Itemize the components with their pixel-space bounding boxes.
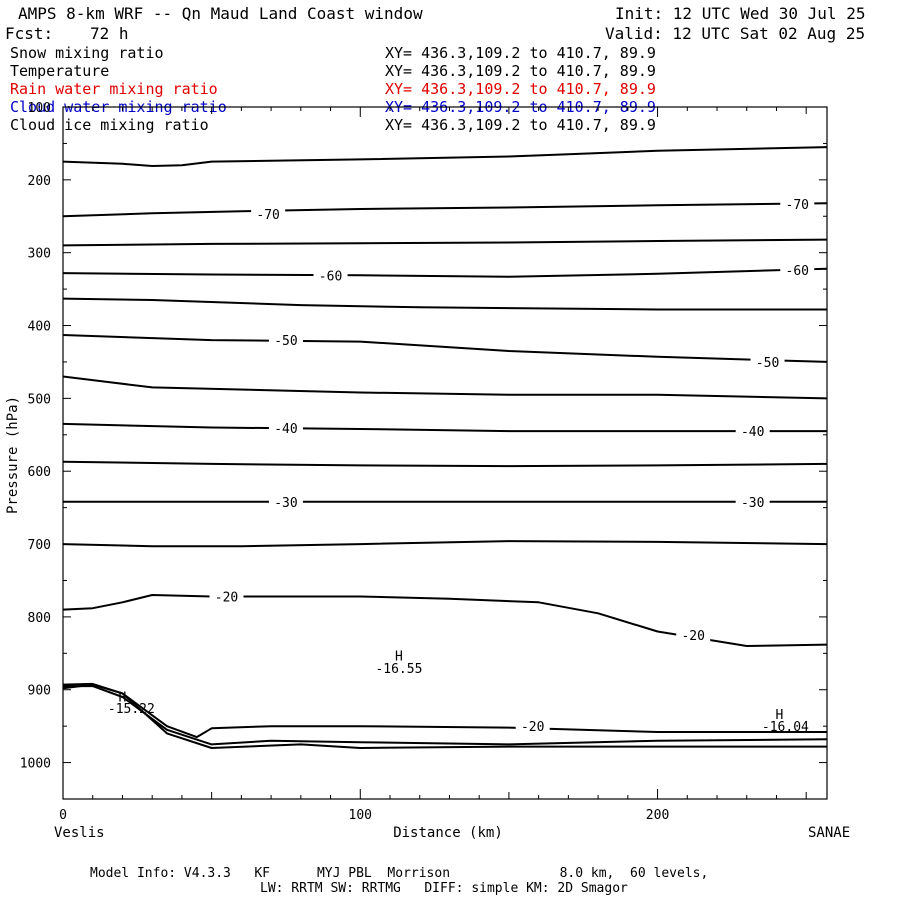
contour-line <box>62 146 828 167</box>
y-tick-label: 1000 <box>20 757 51 772</box>
high-center-annotation: -16.55 <box>375 662 422 677</box>
contour-line <box>62 202 828 218</box>
y-tick-label: 700 <box>28 538 51 553</box>
left-endpoint-label: Veslis <box>54 825 105 841</box>
contour-label-bg <box>735 423 770 440</box>
contour-label-bg <box>676 627 711 644</box>
contour-label-bg <box>735 493 770 510</box>
contour-line <box>62 238 828 247</box>
contour-labels: -70 -70 -60 -60 -50 -50 -40 -40 -30 -30 -20 -20 -20 H… <box>108 195 815 735</box>
contour-line <box>62 594 828 647</box>
high-center-annotation: -16.04 <box>762 720 809 735</box>
field-xy: XY= 436.3,109.2 to 410.7, 89.9 <box>385 44 656 62</box>
x-axis-label: Distance (km) <box>393 825 503 841</box>
contour-label: -60 <box>319 269 342 284</box>
contour-line <box>62 297 827 311</box>
contour-label: -70 <box>786 198 809 213</box>
contour-label-bg <box>313 267 348 284</box>
x-tick-label: 100 <box>349 808 372 823</box>
contour-label-bg <box>780 262 815 279</box>
contour-label-bg <box>268 420 303 437</box>
contour-label: -30 <box>741 496 764 511</box>
x-tick-label: 200 <box>646 808 669 823</box>
contour-label: -50 <box>756 356 779 371</box>
y-tick-label: 300 <box>28 247 51 262</box>
contour-label-bg <box>750 353 785 370</box>
field-name: Temperature <box>10 62 110 80</box>
contour-label-bg <box>209 588 244 605</box>
axis-ticks: 100 200 300 400 500 600 700 800 900 1000 0 100 200 <box>20 101 827 823</box>
contour-line <box>62 540 828 548</box>
field-name: Rain water mixing ratio <box>10 80 218 98</box>
x-tick-label: 0 <box>59 808 67 823</box>
contour-label: -20 <box>521 720 544 735</box>
contour-label-bg <box>268 493 303 510</box>
contour-line <box>63 685 828 746</box>
y-axis-label: Pressure (hPa) <box>5 396 21 514</box>
high-center-annotation: -15.22 <box>108 702 155 717</box>
y-tick-label: 600 <box>28 465 51 480</box>
y-tick-label: 900 <box>28 684 51 699</box>
contour-label: -70 <box>256 208 279 223</box>
y-tick-label: 800 <box>28 611 51 626</box>
field-xy: XY= 436.3,109.2 to 410.7, 89.9 <box>385 80 656 98</box>
contour-label: -40 <box>741 425 764 440</box>
field-name: Cloud ice mixing ratio <box>10 116 209 134</box>
init-time: Init: 12 UTC Wed 30 Jul 25 <box>615 4 866 23</box>
valid-time: Valid: 12 UTC Sat 02 Aug 25 <box>605 24 866 43</box>
y-tick-label: 400 <box>28 320 51 335</box>
contour-line <box>62 267 828 278</box>
forecast-value: 72 h <box>90 24 129 43</box>
right-endpoint-label: SANAE <box>808 825 850 841</box>
high-center-annotation: H <box>119 690 127 705</box>
contour-label: -40 <box>274 422 297 437</box>
y-tick-label: 100 <box>28 101 51 116</box>
y-tick-label: 200 <box>28 174 51 189</box>
contour-label: -30 <box>274 496 297 511</box>
high-center-annotation: H <box>395 650 403 665</box>
contour-label-bg <box>251 206 286 223</box>
contour-label: -20 <box>215 590 238 605</box>
contour-line <box>62 334 828 363</box>
contour-label: -60 <box>786 264 809 279</box>
plot-frame <box>62 106 828 800</box>
model-info-line1: Model Info: V4.3.3 KF MYJ PBL Morrison 8… <box>90 866 709 881</box>
contour-label-bg <box>515 718 550 735</box>
contour-label-bg <box>268 332 303 349</box>
y-tick-label: 500 <box>28 392 51 407</box>
field-xy: XY= 436.3,109.2 to 410.7, 89.9 <box>385 62 656 80</box>
contour-line <box>62 682 827 739</box>
model-info-line2: LW: RRTM SW: RRTMG DIFF: simple KM: 2D S… <box>260 881 628 896</box>
field-name: Snow mixing ratio <box>10 44 164 62</box>
contour-label-bg <box>780 195 815 212</box>
contour-line <box>62 460 828 468</box>
chart-title: AMPS 8-km WRF -- Qn Maud Land Coast wind… <box>18 4 423 23</box>
field-xy: XY= 436.3,109.2 to 410.7, 89.9 <box>385 116 656 134</box>
high-center-annotation: H <box>776 708 784 723</box>
contour-label: -20 <box>681 629 704 644</box>
forecast-label: Fcst: <box>5 24 54 43</box>
contour-line <box>62 683 827 749</box>
contour-label: -50 <box>274 334 297 349</box>
contour-line <box>62 375 828 400</box>
contour-line <box>62 422 827 433</box>
contour-lines <box>62 146 828 749</box>
